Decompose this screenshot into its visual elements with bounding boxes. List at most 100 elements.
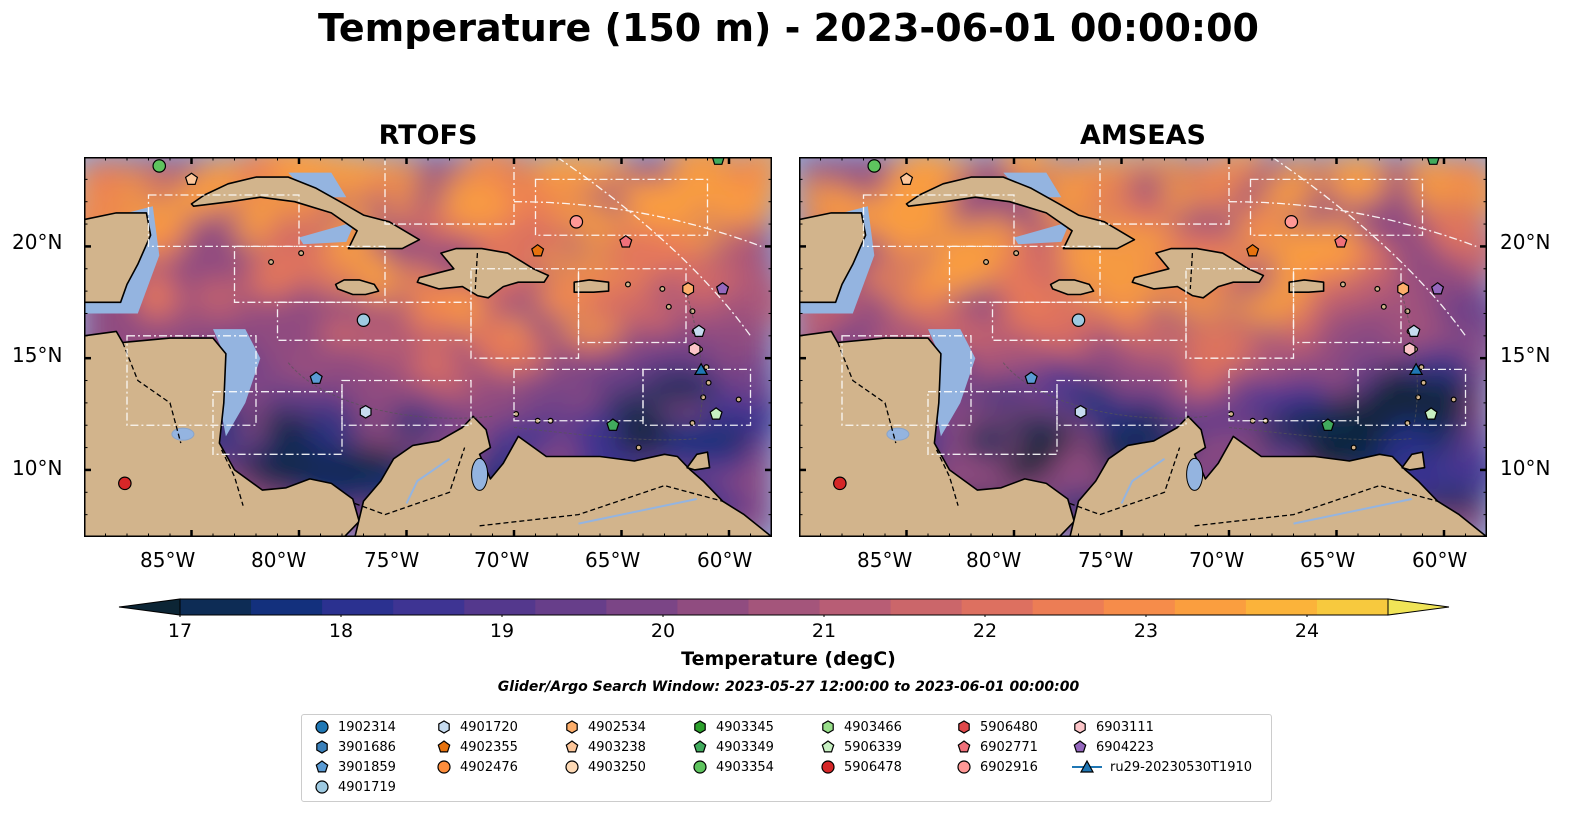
float-marker <box>1397 282 1410 296</box>
colorbar-segment <box>251 599 323 615</box>
legend-label: 4903466 <box>844 719 902 735</box>
land-south-america <box>354 415 772 537</box>
float-marker <box>1246 243 1260 257</box>
lon-label-60w-amseas: 60°W <box>1412 548 1468 572</box>
legend-marker <box>315 760 329 773</box>
float-marker <box>184 172 199 185</box>
legend-label: 6902916 <box>980 759 1038 775</box>
legend-label: 5906478 <box>844 759 902 775</box>
float-marker <box>682 282 695 296</box>
colorbar-tick-22: 22 <box>972 620 998 642</box>
legend-item-4903466: 4903466 <box>820 717 902 737</box>
legend-item-4901720: 4901720 <box>436 717 518 737</box>
legend-item-4902534: 4902534 <box>564 717 646 737</box>
colorbar-segment <box>748 599 821 615</box>
map-panel-amseas <box>799 157 1487 537</box>
legend-marker <box>437 760 451 774</box>
colorbar <box>118 598 1450 617</box>
colorbar-segment <box>890 599 963 615</box>
legend-marker-pentagon <box>315 760 329 773</box>
colorbar-segment <box>819 599 892 615</box>
float-marker <box>1426 157 1440 165</box>
colorbar-segment <box>1245 599 1318 615</box>
legend-label: 4902476 <box>460 759 518 775</box>
lon-label-75w-amseas: 75°W <box>1078 548 1134 572</box>
land-yucatan <box>799 212 867 304</box>
legend-item-1902314: 1902314 <box>314 717 396 737</box>
legend-marker <box>693 740 707 753</box>
legend-item-ru29-20230530T1910: ru29-20230530T1910 <box>1072 757 1252 777</box>
legend-marker-circle <box>693 760 707 774</box>
lat-label-10n-left: 10°N <box>12 456 63 480</box>
lat-label-10n-right: 10°N <box>1500 456 1551 480</box>
legend-item-5906478: 5906478 <box>820 757 902 777</box>
colorbar-tick-18: 18 <box>328 620 354 642</box>
lat-label-15n-right: 15°N <box>1500 343 1551 367</box>
float-marker <box>152 159 167 173</box>
legend-item-6904223: 6904223 <box>1072 737 1154 757</box>
map-panel-rtofs <box>84 157 772 537</box>
colorbar-segment <box>1174 599 1247 615</box>
colorbar-tick-20: 20 <box>650 620 676 642</box>
legend-marker <box>1074 720 1086 734</box>
legend-item-5906339: 5906339 <box>820 737 902 757</box>
legend-marker-pentagon <box>821 740 835 753</box>
legend-marker <box>315 720 329 734</box>
colorbar-tick-21: 21 <box>811 620 837 642</box>
legend-item-4902355: 4902355 <box>436 737 518 757</box>
legend-item-3901686: 3901686 <box>314 737 396 757</box>
colorbar-label: Temperature (degC) <box>681 648 896 670</box>
legend-label: 4901720 <box>460 719 518 735</box>
colorbar-segment <box>1032 599 1105 615</box>
legend-marker <box>958 720 970 734</box>
legend-marker <box>957 760 971 774</box>
legend-label: 1902314 <box>338 719 396 735</box>
float-marker <box>1403 342 1416 357</box>
legend-marker-pentagon <box>957 740 971 753</box>
legend-marker <box>315 780 329 794</box>
legend-marker-pentagon <box>437 740 451 753</box>
float-marker <box>1321 418 1335 431</box>
legend-item-4903349: 4903349 <box>692 737 774 757</box>
float-marker <box>1024 371 1038 384</box>
legend-label: 6904223 <box>1096 739 1154 755</box>
colorbar-segment <box>180 599 252 615</box>
legend-label: 4903238 <box>588 739 646 755</box>
float-marker <box>715 281 730 295</box>
legend-item-4903250: 4903250 <box>564 757 646 777</box>
land-central-america <box>84 330 361 537</box>
panel-title-amseas: AMSEAS <box>1080 120 1206 151</box>
eez-boundaries <box>126 157 762 455</box>
legend-item-4903345: 4903345 <box>692 717 774 737</box>
land-central-america <box>799 330 1076 537</box>
colorbar-segment <box>677 599 749 615</box>
lon-label-80w-amseas: 80°W <box>966 548 1022 572</box>
legend-marker-pentagon <box>565 740 579 753</box>
legend-marker <box>821 760 835 774</box>
legend-marker-hexagon <box>438 720 450 734</box>
legend-marker <box>438 720 450 734</box>
float-marker <box>1074 404 1087 419</box>
legend-marker-hexagon <box>566 720 578 734</box>
colorbar-segment <box>961 599 1034 615</box>
lon-label-65w-rtofs: 65°W <box>585 548 641 572</box>
lon-label-80w-rtofs: 80°W <box>251 548 307 572</box>
colorbar-segment <box>393 599 465 615</box>
lat-label-20n-left: 20°N <box>12 230 63 254</box>
float-marker <box>711 157 725 165</box>
legend-marker <box>565 740 579 753</box>
legend-item-4901719: 4901719 <box>314 777 396 797</box>
float-marker <box>619 234 633 248</box>
legend-marker-hexagon <box>694 720 706 734</box>
float-marker <box>1071 313 1086 327</box>
colorbar-segment <box>606 599 678 615</box>
legend-label: 4902534 <box>588 719 646 735</box>
search-window-note: Glider/Argo Search Window: 2023-05-27 12… <box>497 679 1080 695</box>
panel-title-rtofs: RTOFS <box>378 120 478 151</box>
legend-item-3901859: 3901859 <box>314 757 396 777</box>
legend-marker <box>822 720 834 734</box>
colorbar-tick-19: 19 <box>489 620 515 642</box>
float-marker <box>569 215 584 229</box>
map-svg <box>799 157 1487 537</box>
legend-marker-pentagon <box>1073 740 1087 753</box>
